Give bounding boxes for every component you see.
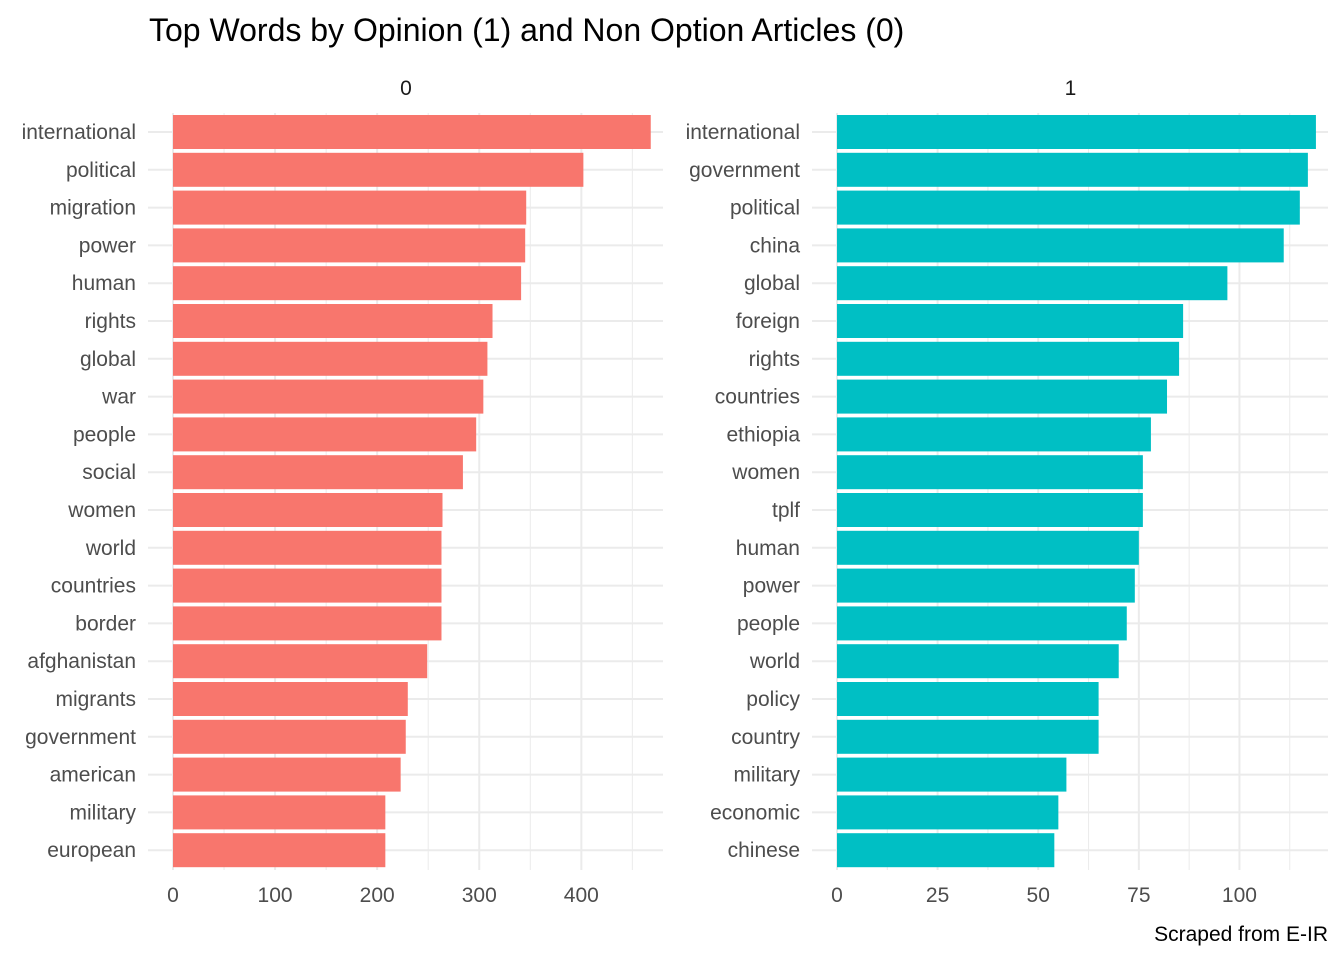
y-tick-label: global <box>80 348 136 371</box>
bar-economic <box>837 795 1059 830</box>
bar-people <box>837 606 1127 641</box>
x-tick-label: 0 <box>167 884 179 907</box>
y-tick-label: human <box>736 537 800 560</box>
bar-world <box>173 530 442 565</box>
facet-strip-label: 1 <box>1065 77 1077 100</box>
bar-government <box>837 152 1308 187</box>
y-tick-label: global <box>744 272 800 295</box>
y-tick-label: people <box>73 423 136 446</box>
y-tick-label: military <box>734 764 801 787</box>
bar-women <box>173 493 443 527</box>
bar-war <box>173 379 484 414</box>
x-tick-label: 100 <box>1222 884 1257 907</box>
bar-china <box>837 228 1284 263</box>
y-tick-label: international <box>22 121 136 144</box>
facet-panel-1: international government political china glo… <box>686 77 1328 907</box>
y-tick-label: policy <box>746 688 800 711</box>
bar-international <box>837 115 1316 149</box>
bar-chinese <box>837 833 1055 868</box>
y-tick-label: afghanistan <box>27 650 136 673</box>
bar-rights <box>837 341 1180 376</box>
bar-rights <box>173 304 493 338</box>
bar-foreign <box>837 304 1184 338</box>
bar-military <box>173 795 386 830</box>
facet-strip-label: 0 <box>400 77 412 100</box>
x-tick-label: 0 <box>831 884 843 907</box>
y-tick-label: border <box>75 612 136 635</box>
bar-migrants <box>173 682 408 716</box>
y-tick-label: international <box>686 121 800 144</box>
bar-global <box>173 341 488 376</box>
y-tick-label: women <box>67 499 136 522</box>
y-tick-label: rights <box>85 310 136 333</box>
y-tick-label: tplf <box>772 499 800 522</box>
bar-military <box>837 757 1067 792</box>
bar-policy <box>837 682 1099 716</box>
y-tick-label: country <box>731 726 800 749</box>
bar-political <box>837 190 1300 225</box>
bar-human <box>837 530 1139 565</box>
bar-political <box>173 152 584 187</box>
y-tick-label: political <box>66 159 136 182</box>
y-tick-label: american <box>50 764 136 787</box>
y-tick-label: people <box>737 612 800 635</box>
bar-power <box>837 568 1135 603</box>
y-tick-label: war <box>101 386 136 409</box>
bar-countries <box>173 568 442 603</box>
bar-migration <box>173 190 527 225</box>
x-tick-label: 100 <box>258 884 293 907</box>
y-tick-label: economic <box>710 801 800 824</box>
chart-caption: Scraped from E-IR <box>1154 923 1328 946</box>
y-tick-label: political <box>730 197 800 220</box>
bar-american <box>173 757 401 792</box>
y-tick-label: countries <box>715 386 800 409</box>
y-tick-label: women <box>731 461 800 484</box>
x-tick-label: 200 <box>360 884 395 907</box>
y-tick-label: world <box>749 650 800 673</box>
y-tick-label: countries <box>51 575 136 598</box>
bar-social <box>173 455 463 490</box>
y-tick-label: foreign <box>736 310 800 333</box>
bar-border <box>173 606 442 641</box>
x-tick-label: 50 <box>1027 884 1050 907</box>
y-tick-label: european <box>47 839 136 862</box>
x-tick-label: 25 <box>926 884 949 907</box>
bar-european <box>173 833 386 868</box>
y-tick-label: china <box>750 234 801 257</box>
bar-global <box>837 266 1228 301</box>
y-tick-label: rights <box>749 348 800 371</box>
y-tick-label: social <box>82 461 136 484</box>
y-tick-label: power <box>743 575 800 598</box>
bar-government <box>173 719 406 754</box>
facet-panel-0: international political migration power huma… <box>22 77 663 907</box>
bar-human <box>173 266 522 301</box>
x-tick-label: 300 <box>462 884 497 907</box>
y-tick-label: world <box>85 537 136 560</box>
y-tick-label: migration <box>50 197 136 220</box>
x-tick-label: 400 <box>564 884 599 907</box>
y-tick-label: ethiopia <box>726 423 800 446</box>
bar-women <box>837 455 1143 490</box>
chart-title: Top Words by Opinion (1) and Non Option … <box>149 12 904 48</box>
bar-countries <box>837 379 1168 414</box>
y-tick-label: military <box>70 801 137 824</box>
y-tick-label: human <box>72 272 136 295</box>
bar-international <box>173 115 651 149</box>
x-tick-label: 75 <box>1127 884 1150 907</box>
bar-country <box>837 719 1099 754</box>
bar-power <box>173 228 526 263</box>
y-tick-label: power <box>79 234 136 257</box>
y-tick-label: chinese <box>728 839 800 862</box>
y-tick-label: migrants <box>55 688 136 711</box>
bar-afghanistan <box>173 644 428 679</box>
bar-world <box>837 644 1119 679</box>
bar-tplf <box>837 493 1143 527</box>
y-tick-label: government <box>25 726 136 749</box>
bar-ethiopia <box>837 417 1151 452</box>
y-tick-label: government <box>689 159 800 182</box>
bar-people <box>173 417 477 452</box>
